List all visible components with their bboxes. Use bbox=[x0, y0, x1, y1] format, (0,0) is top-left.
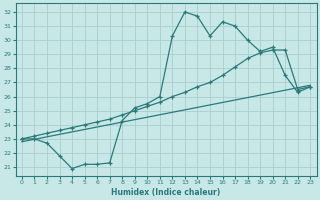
X-axis label: Humidex (Indice chaleur): Humidex (Indice chaleur) bbox=[111, 188, 221, 197]
